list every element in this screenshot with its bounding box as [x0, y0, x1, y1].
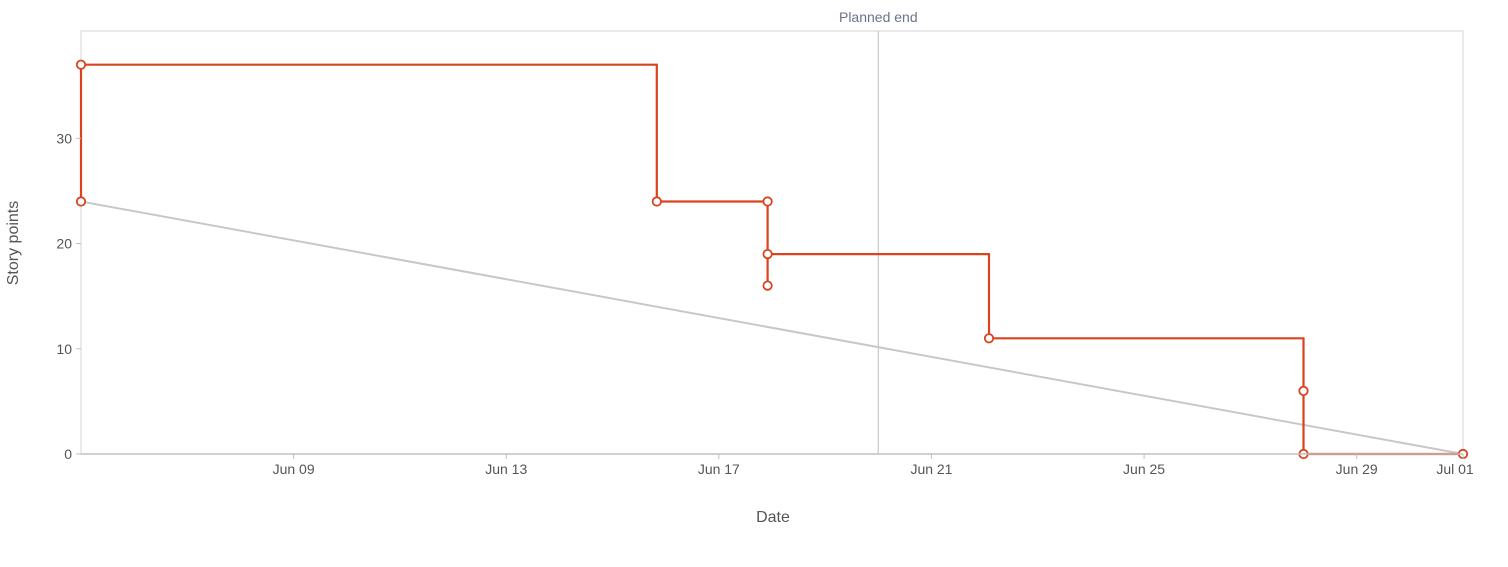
y-tick-label: 10 — [56, 341, 72, 357]
x-tick-label: Jul 01 — [1436, 461, 1474, 477]
data-point — [75, 196, 87, 207]
data-point — [651, 196, 662, 207]
data-point — [75, 59, 87, 70]
y-axis-title: Story points — [5, 201, 22, 285]
x-tick-label: Jun 09 — [273, 461, 315, 477]
reference-line-layer: Planned end — [839, 9, 918, 454]
axis-layer: Jun 09 Jun 13 Jun 17 Jun 21 Jun 25 Jun 29 Jul … — [56, 130, 1473, 477]
y-tick-label: 20 — [56, 236, 72, 252]
planned-end-label: Planned end — [839, 9, 918, 25]
guideline-layer — [80, 200, 1464, 455]
series-layer — [75, 59, 1469, 460]
data-point — [983, 333, 995, 344]
data-point — [762, 196, 773, 207]
data-point — [762, 280, 773, 291]
x-tick-label: Jun 17 — [698, 461, 740, 477]
x-tick-label: Jun 25 — [1123, 461, 1165, 477]
plot-border — [80, 30, 1464, 455]
plot-area — [80, 30, 1464, 455]
data-point — [762, 249, 773, 260]
remaining-work-line — [79, 63, 1463, 456]
y-tick-label: 30 — [56, 130, 72, 146]
x-axis-title: Date — [756, 509, 790, 526]
x-tick-label: Jun 21 — [910, 461, 952, 477]
x-tick-label: Jun 29 — [1336, 461, 1378, 477]
x-tick-label: Jun 13 — [485, 461, 527, 477]
data-point — [1298, 385, 1309, 396]
ideal-trend-line — [80, 200, 1464, 455]
y-tick-label: 0 — [64, 446, 72, 462]
